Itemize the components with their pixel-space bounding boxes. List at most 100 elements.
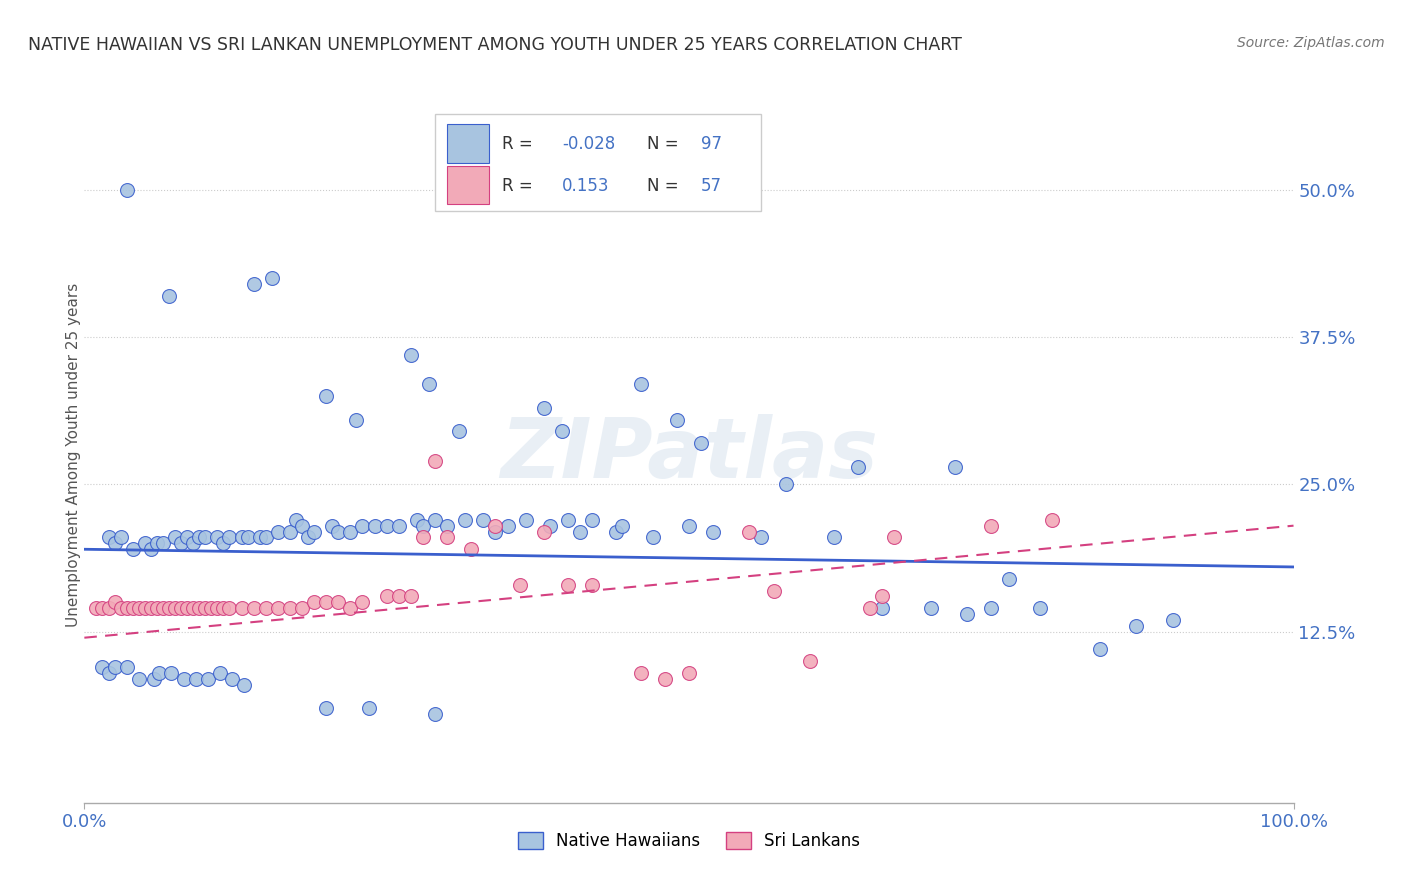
Point [799, 654, 821, 668]
Point [533, 401, 555, 415]
Point [315, 389, 337, 403]
Point [412, 531, 434, 545]
Point [254, 601, 277, 615]
Point [460, 542, 482, 557]
Point [751, 531, 773, 545]
Point [654, 672, 676, 686]
Point [91, 660, 114, 674]
Point [242, 277, 264, 291]
Text: 57: 57 [702, 177, 723, 194]
Point [352, 595, 374, 609]
Point [943, 459, 966, 474]
Point [357, 701, 380, 715]
Point [538, 518, 561, 533]
Point [134, 536, 156, 550]
Point [231, 601, 253, 615]
Point [121, 601, 143, 615]
Point [630, 377, 652, 392]
Point [184, 672, 207, 686]
FancyBboxPatch shape [434, 114, 762, 211]
Text: R =: R = [502, 135, 537, 153]
Text: Source: ZipAtlas.com: Source: ZipAtlas.com [1237, 36, 1385, 50]
Point [176, 531, 198, 545]
Point [194, 531, 217, 545]
Point [454, 513, 477, 527]
Point [165, 531, 187, 545]
Point [218, 601, 240, 615]
Point [121, 542, 143, 557]
Point [181, 536, 204, 550]
Point [980, 518, 1002, 533]
Point [388, 590, 411, 604]
Point [173, 672, 195, 686]
Point [484, 524, 506, 539]
Point [612, 518, 634, 533]
Point [165, 601, 187, 615]
Text: 97: 97 [702, 135, 723, 153]
Point [321, 518, 343, 533]
Point [157, 601, 180, 615]
Point [236, 531, 259, 545]
Point [110, 601, 132, 615]
Point [509, 577, 531, 591]
Point [188, 531, 211, 545]
Text: N =: N = [647, 135, 683, 153]
Point [115, 601, 138, 615]
Point [160, 666, 183, 681]
Point [472, 513, 495, 527]
Point [496, 518, 519, 533]
Point [267, 601, 290, 615]
Point [260, 271, 283, 285]
Point [194, 601, 217, 615]
Point [128, 672, 150, 686]
Point [690, 436, 713, 450]
Point [200, 601, 222, 615]
Point [859, 601, 882, 615]
Point [170, 601, 193, 615]
Point [920, 601, 942, 615]
Point [551, 425, 574, 439]
Point [148, 666, 170, 681]
Bar [447, 125, 489, 162]
Point [846, 459, 869, 474]
Point [207, 601, 229, 615]
Point [363, 518, 385, 533]
Point [352, 518, 374, 533]
Point [115, 660, 138, 674]
Point [399, 348, 422, 362]
Point [218, 531, 240, 545]
Point [91, 601, 114, 615]
Y-axis label: Unemployment Among Youth under 25 years: Unemployment Among Youth under 25 years [66, 283, 80, 627]
Point [104, 536, 127, 550]
Point [315, 701, 337, 715]
Point [581, 577, 603, 591]
Point [152, 536, 174, 550]
Point [212, 601, 235, 615]
Legend: Native Hawaiians, Sri Lankans: Native Hawaiians, Sri Lankans [512, 826, 866, 857]
Point [97, 601, 120, 615]
Point [375, 590, 398, 604]
Point [134, 601, 156, 615]
Point [738, 524, 761, 539]
Point [208, 666, 231, 681]
Point [139, 601, 162, 615]
Point [423, 513, 446, 527]
Point [980, 601, 1002, 615]
Point [242, 601, 264, 615]
Point [557, 577, 579, 591]
Point [328, 595, 350, 609]
Point [302, 524, 325, 539]
Point [157, 289, 180, 303]
Point [176, 601, 198, 615]
Point [346, 412, 368, 426]
Point [1028, 601, 1050, 615]
Point [1040, 513, 1063, 527]
Point [212, 536, 235, 550]
Text: ZIPatlas: ZIPatlas [501, 415, 877, 495]
Point [883, 531, 905, 545]
Point [128, 601, 150, 615]
Point [285, 513, 308, 527]
Point [678, 518, 700, 533]
Point [302, 595, 325, 609]
Bar [447, 166, 489, 204]
